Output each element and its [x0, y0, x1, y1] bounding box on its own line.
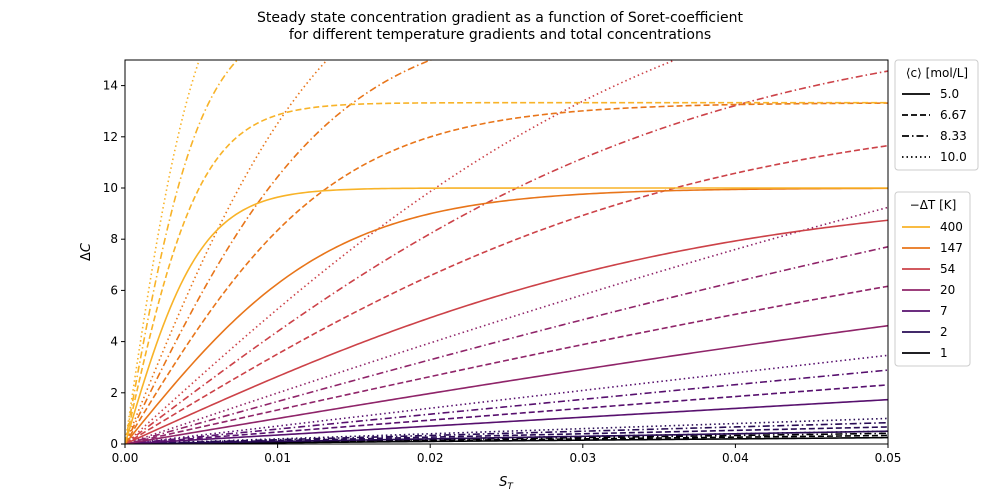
series-line-7K-6.67 [125, 384, 888, 444]
chart-title-line1: Steady state concentration gradient as a… [257, 10, 743, 26]
x-tick-label: 0.04 [722, 451, 749, 465]
legend-temperature-label: 7 [940, 304, 948, 318]
y-tick-label: 12 [103, 130, 118, 144]
y-axis-label: ΔC [79, 242, 94, 261]
x-tick-label: 0.00 [112, 451, 139, 465]
legend-temperature: −ΔT [K] 400 147 54 20 7 2 1 [894, 191, 971, 367]
series-line-147K-5.0 [125, 187, 888, 444]
series-line-7K-10.0 [125, 354, 888, 444]
series-line-54K-6.67 [125, 144, 888, 444]
x-tick-label: 0.03 [569, 451, 596, 465]
series-line-20K-8.33 [125, 246, 888, 444]
series-line-54K-5.0 [125, 219, 888, 444]
y-tick-label: 0 [110, 437, 118, 451]
series-line-54K-10.0 [125, 60, 678, 444]
y-tick-label: 8 [110, 232, 118, 246]
legend-concentration-label: 6.67 [940, 108, 967, 122]
x-axis-ticks: 0.00 0.01 0.02 0.03 0.04 0.05 [112, 444, 902, 465]
y-tick-label: 14 [103, 79, 118, 93]
series-line-400K-6.67 [125, 101, 888, 444]
series-line-147K-10.0 [125, 60, 329, 444]
y-tick-label: 4 [110, 335, 118, 349]
legend-temperature-label: 54 [940, 262, 955, 276]
legend-temperature-label: 147 [940, 241, 963, 255]
legend-temperature-label: 400 [940, 220, 963, 234]
series-line-147K-8.33 [125, 60, 433, 444]
series-line-20K-6.67 [125, 285, 888, 444]
series-line-2K-10.0 [125, 417, 888, 444]
legend-temperature-label: 1 [940, 346, 948, 360]
series-line-7K-5.0 [125, 398, 888, 444]
chart-title-line2: for different temperature gradients and … [289, 27, 711, 43]
x-tick-label: 0.01 [264, 451, 291, 465]
x-tick-label: 0.05 [875, 451, 902, 465]
y-tick-label: 6 [110, 283, 118, 297]
series-line-400K-10.0 [125, 60, 201, 444]
series-line-20K-10.0 [125, 206, 888, 444]
x-tick-label: 0.02 [417, 451, 444, 465]
legend-concentration-title: ⟨c⟩ [mol/L] [906, 66, 968, 80]
legend-concentration-box [894, 59, 979, 171]
legend-concentration: ⟨c⟩ [mol/L] 5.0 6.67 8.33 10.0 [894, 59, 979, 171]
y-tick-label: 10 [103, 181, 118, 195]
x-axis-label: ST [499, 475, 514, 492]
series-line-54K-8.33 [125, 70, 888, 444]
legend-temperature-label: 2 [940, 325, 948, 339]
legend-temperature-title: −ΔT [K] [910, 198, 957, 212]
series-line-147K-6.67 [125, 102, 888, 444]
legend-concentration-label: 8.33 [940, 129, 967, 143]
legend-temperature-box [894, 191, 971, 367]
legend-concentration-label: 5.0 [940, 87, 959, 101]
y-axis-ticks: 0 2 4 6 8 10 12 14 [103, 79, 125, 451]
series-line-20K-5.0 [125, 324, 888, 444]
series-line-7K-8.33 [125, 369, 888, 444]
series-layer [125, 60, 888, 444]
series-line-400K-5.0 [125, 187, 888, 444]
y-tick-label: 2 [110, 386, 118, 400]
legend-concentration-label: 10.0 [940, 150, 967, 164]
legend-temperature-label: 20 [940, 283, 955, 297]
plot-frame [124, 59, 889, 445]
